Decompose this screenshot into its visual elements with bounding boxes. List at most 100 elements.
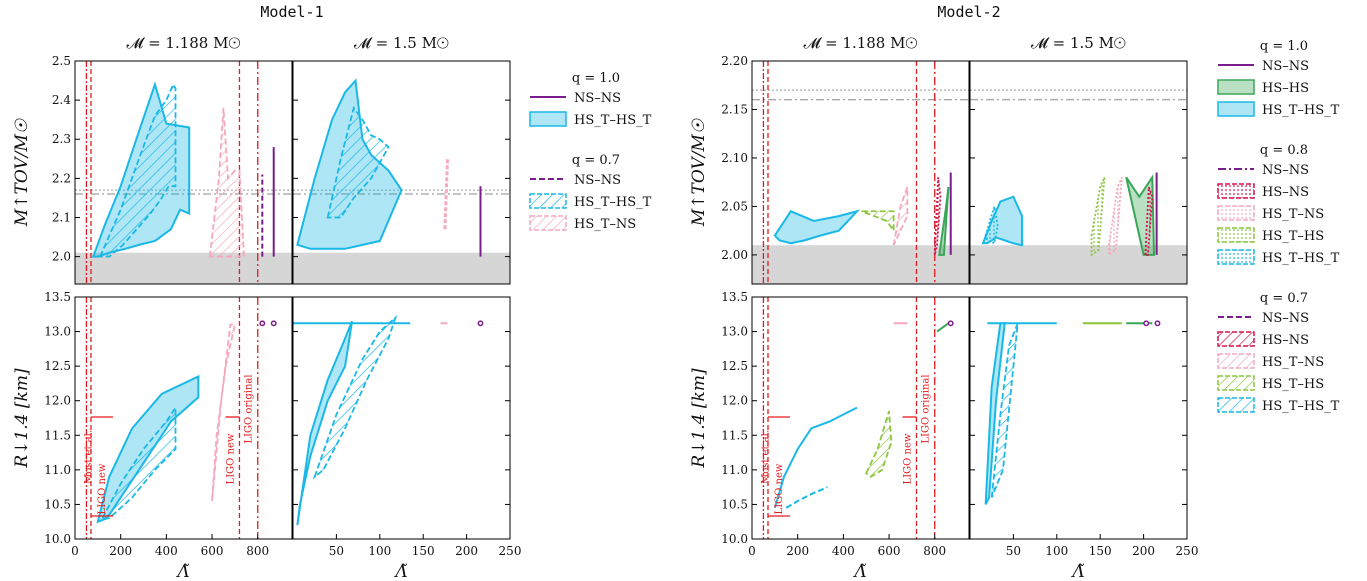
- plot-area: [85, 297, 277, 539]
- series-line: [443, 158, 450, 230]
- series-region: [1144, 186, 1154, 256]
- axes-frame: [292, 296, 511, 540]
- legend-label: HS–NS: [1262, 333, 1309, 348]
- x-tick-label: 200: [786, 544, 809, 558]
- y-tick-label: 10.5: [44, 497, 71, 511]
- y-tick-label: 11.0: [44, 463, 71, 477]
- axes-frame: [74, 296, 293, 540]
- panel-title: 𝓜 = 1.188 M☉: [804, 34, 918, 52]
- y-tick-label: 11.5: [44, 428, 71, 442]
- axes-frame: [969, 296, 1188, 540]
- series-region: [100, 404, 177, 520]
- series-region: [865, 410, 893, 478]
- x-tick-label: 600: [201, 544, 224, 558]
- series-region: [984, 206, 999, 245]
- legend-swatch: [1217, 79, 1255, 95]
- legend-swatch: [1217, 205, 1255, 221]
- panel-title: 𝓜 = 1.188 M☉: [127, 34, 241, 52]
- legend-label: NS–NS: [1262, 59, 1309, 74]
- axes-frame: [751, 60, 970, 285]
- vertical-label: LIGO original: [921, 374, 932, 443]
- series-region: [208, 107, 245, 258]
- x-axis-label: Λ̃: [852, 562, 866, 581]
- legend-label: HS_T–HS_T: [574, 113, 652, 128]
- y-axis-label: R↓1.4 [km]: [689, 368, 709, 469]
- y-tick-label: 2.00: [721, 248, 748, 262]
- x-tick-label: 50: [1006, 544, 1021, 558]
- x-tick-label: 200: [109, 544, 132, 558]
- series-point: [477, 320, 484, 327]
- axes-frame: [74, 60, 293, 285]
- y-tick-label: 10.0: [721, 532, 748, 546]
- series-point: [947, 320, 954, 327]
- panel: 50 100 150 200 250 Λ̃: [969, 296, 1198, 581]
- excluded-band: [293, 252, 510, 284]
- legend-title: q = 0.8: [1260, 143, 1308, 158]
- panel: 10.0 10.5 11.0 11.5 12.0 12.5 13.0 13.5 0 200 400 6…: [44, 290, 293, 581]
- legend-label: HS_T–NS: [574, 217, 636, 232]
- series-line: [773, 406, 858, 509]
- x-tick-label: 200: [1132, 544, 1155, 558]
- plot-area: [75, 61, 292, 284]
- x-axis-label: Λ̃: [393, 562, 407, 581]
- y-tick-label: 12.0: [44, 394, 71, 408]
- y-axis-label: R↓1.4 [km]: [12, 368, 32, 469]
- y-tick-label: 2.0: [52, 250, 71, 264]
- x-tick-label: 600: [878, 544, 901, 558]
- axes-frame: [751, 296, 970, 540]
- legend-label: HS_T–HS: [1262, 229, 1324, 244]
- legend-swatch: [1217, 353, 1255, 369]
- y-tick-label: 13.5: [44, 290, 71, 304]
- legend-title: q = 0.7: [1260, 291, 1308, 306]
- y-tick-label: 2.1: [52, 210, 71, 224]
- series-point: [1143, 320, 1150, 327]
- legend-swatch: [1217, 375, 1255, 391]
- vertical-label: Most et al.: [83, 430, 94, 484]
- legend-label: HS_T–NS: [1262, 355, 1324, 370]
- x-axis-label: Λ̃: [1070, 562, 1084, 581]
- model-title: Model-2: [937, 3, 1000, 21]
- legend-title: q = 1.0: [1260, 39, 1308, 54]
- excluded-band: [752, 245, 969, 284]
- plot-area: [752, 61, 969, 284]
- x-tick-label: 100: [1045, 544, 1068, 558]
- model-2-chart: Model-2 𝓜 = 1.188 M☉ 𝓜 = 1.5 M☉ 2.00 2.05 2.1…: [689, 3, 1340, 581]
- panel: 2.00 2.05 2.10 2.15 2.20: [721, 54, 970, 285]
- x-tick-label: 150: [1089, 544, 1112, 558]
- y-tick-label: 2.20: [721, 54, 748, 68]
- series-region: [938, 186, 950, 256]
- x-tick-label: 0: [71, 544, 79, 558]
- series-region: [211, 323, 237, 502]
- plot-area: [984, 320, 1161, 505]
- y-tick-label: 12.5: [44, 359, 71, 373]
- excluded-band: [75, 252, 292, 284]
- y-tick-label: 12.0: [721, 394, 748, 408]
- vertical-label: Most et al.: [760, 430, 771, 484]
- panel: [969, 60, 1188, 285]
- plot-area: [293, 78, 510, 284]
- x-tick-label: 0: [748, 544, 756, 558]
- x-tick-label: 400: [155, 544, 178, 558]
- series-region: [296, 320, 354, 526]
- plot-area: [970, 89, 1187, 284]
- x-tick-label: 800: [923, 544, 946, 558]
- y-tick-label: 12.5: [721, 359, 748, 373]
- x-tick-label: 100: [368, 544, 391, 558]
- series-point: [1154, 320, 1161, 327]
- legend-swatch: [529, 111, 567, 127]
- panel: 10.0 10.5 11.0 11.5 12.0 12.5 13.0 13.5 0 200 400 6…: [721, 290, 970, 581]
- panel: 2.0 2.1 2.2 2.3 2.4 2.5: [52, 54, 293, 285]
- vertical-label: LIGO original: [244, 374, 255, 443]
- legend-label: HS_T–HS_T: [1262, 103, 1340, 118]
- y-tick-label: 2.10: [721, 151, 748, 165]
- series-region: [98, 82, 177, 258]
- series-region: [1107, 176, 1123, 257]
- legend-swatch: [1217, 101, 1255, 117]
- legend-label: NS–NS: [574, 173, 621, 188]
- series-point: [259, 320, 266, 327]
- panel-title: 𝓜 = 1.5 M☉: [1031, 34, 1126, 52]
- plot-area: [293, 314, 484, 526]
